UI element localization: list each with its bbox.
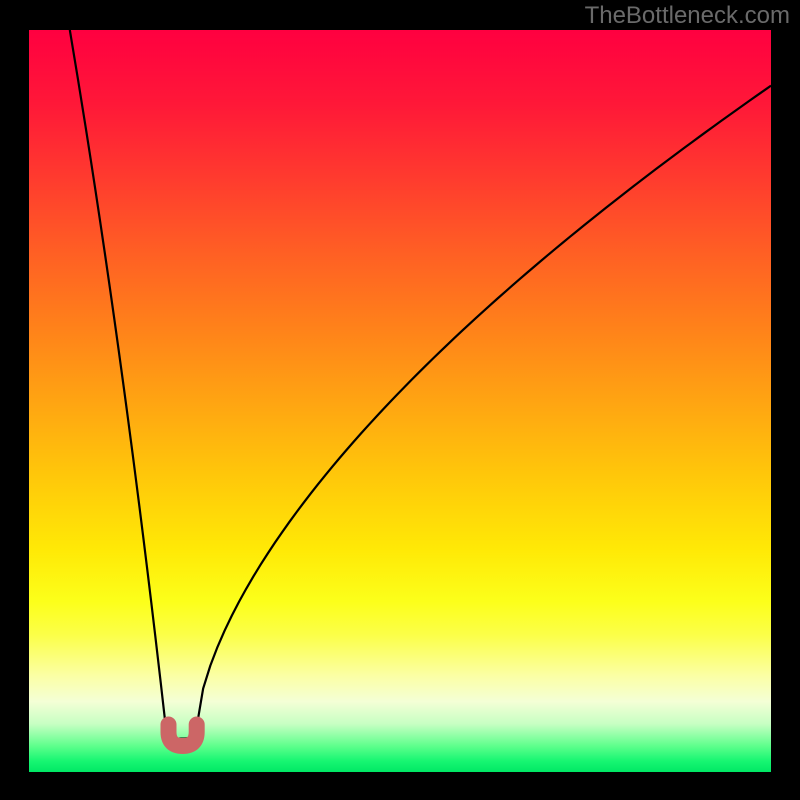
chart-container: TheBottleneck.com: [0, 0, 800, 800]
bottleneck-chart: [0, 0, 800, 800]
watermark-text: TheBottleneck.com: [585, 2, 790, 30]
gradient-background: [29, 30, 771, 772]
